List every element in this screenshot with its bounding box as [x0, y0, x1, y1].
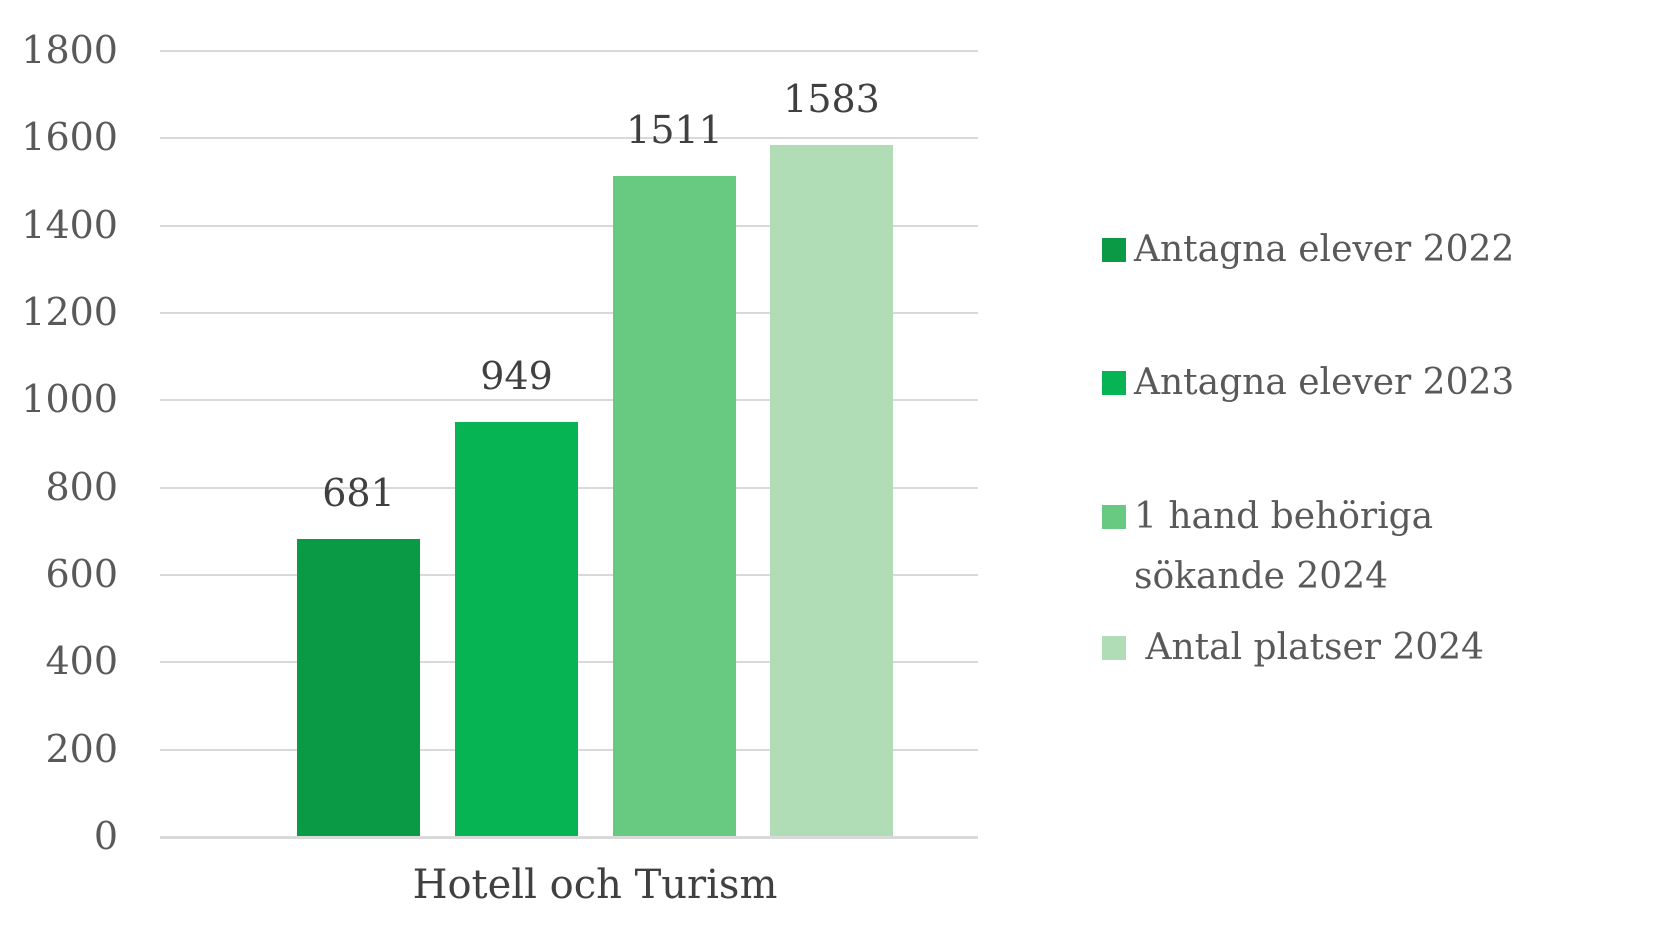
- legend-row-4: Antal platser 2024: [1102, 618, 1602, 678]
- legend-row-2: Antagna elever 2023: [1102, 353, 1602, 413]
- y-tick-label-1200: 1200: [21, 290, 118, 334]
- category-label: Hotell och Turism: [412, 862, 778, 908]
- legend-label: Antagna elever 2023: [1134, 362, 1515, 403]
- bar-value-label-3: 1511: [626, 108, 723, 152]
- y-tick-label-1000: 1000: [21, 377, 118, 422]
- bar-value-label-2: 949: [480, 354, 553, 398]
- gridline-1000: [160, 399, 978, 402]
- legend-swatch-icon: [1102, 238, 1126, 262]
- y-tick-label-600: 600: [45, 552, 118, 596]
- y-tick-label-200: 200: [45, 726, 118, 771]
- gridline-1800: [160, 50, 978, 52]
- y-tick-label-1800: 1800: [21, 28, 118, 72]
- legend-swatch-icon: [1102, 371, 1126, 395]
- legend-swatch-icon: [1102, 505, 1126, 529]
- bar-series-3: [613, 176, 736, 836]
- gridline-1200: [160, 312, 978, 314]
- y-tick-label-1400: 1400: [21, 202, 118, 247]
- legend-row-1: Antagna elever 2022: [1102, 220, 1602, 280]
- bar-series-1: [297, 539, 420, 836]
- bar-value-label-1: 681: [322, 471, 395, 515]
- bar-series-2: [455, 422, 578, 836]
- gridline-1400: [160, 224, 978, 227]
- plot-area: 681 949 1511 1583: [160, 50, 978, 839]
- bar-series-4: [770, 145, 893, 836]
- legend-swatch-icon: [1102, 636, 1126, 660]
- legend-label: Antagna elever 2022: [1134, 229, 1515, 270]
- legend-label: 1 hand behöriga sökande 2024: [1134, 496, 1445, 597]
- legend-label: Antal platser 2024: [1134, 627, 1485, 668]
- gridline-1600: [160, 137, 978, 140]
- y-tick-label-800: 800: [45, 464, 118, 509]
- y-tick-label-400: 400: [45, 639, 118, 684]
- y-tick-label-1600: 1600: [21, 115, 118, 160]
- y-tick-label-0: 0: [93, 814, 118, 858]
- bar-value-label-4: 1583: [783, 77, 880, 121]
- legend-row-3: 1 hand behöriga sökande 2024: [1102, 487, 1602, 607]
